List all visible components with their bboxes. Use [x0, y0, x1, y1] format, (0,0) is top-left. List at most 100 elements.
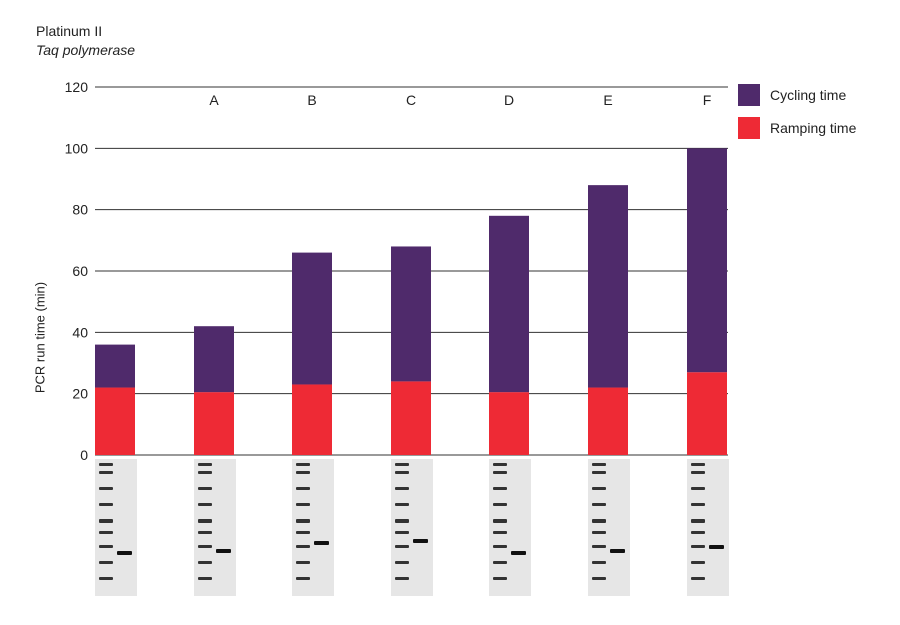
gel-ladder-band — [99, 519, 113, 523]
gel-ladder-band — [493, 471, 507, 474]
bar-cycling — [391, 246, 431, 382]
gel-ladder-band — [395, 487, 409, 490]
gel-ladder-band — [198, 503, 212, 506]
y-tick-label: 20 — [72, 386, 88, 402]
gel-ladder-band — [99, 577, 113, 580]
legend-swatch — [738, 84, 760, 106]
gel-ladder-band — [691, 577, 705, 580]
bar-ramping — [687, 372, 727, 455]
gel-ladder-band — [592, 487, 606, 490]
legend-item-cycling: Cycling time — [738, 84, 846, 106]
gel-ladder-band — [493, 503, 507, 506]
gel-ladder-band — [198, 519, 212, 523]
gel-ladder-band — [395, 519, 409, 523]
gel-ladder-band — [296, 545, 310, 548]
gel-image — [687, 459, 729, 596]
gel-ladder-band — [592, 531, 606, 534]
gel-product-band — [709, 545, 724, 549]
bar-cycling — [588, 185, 628, 388]
gel-ladder-band — [296, 463, 310, 466]
y-tick-label: 80 — [72, 202, 88, 218]
gel-ladder-band — [395, 531, 409, 534]
y-tick-label: 100 — [65, 140, 89, 156]
bar-cycling — [687, 148, 727, 373]
gel-ladder-band — [592, 577, 606, 580]
gel-ladder-band — [198, 471, 212, 474]
bar-ramping — [489, 392, 529, 455]
gel-image — [194, 459, 236, 596]
gel-image — [588, 459, 630, 596]
gel-ladder-band — [395, 545, 409, 548]
gel-ladder-band — [99, 531, 113, 534]
gel-product-band — [216, 549, 231, 553]
bar-cycling — [292, 252, 332, 385]
bar-cycling — [95, 344, 135, 388]
gel-ladder-band — [198, 531, 212, 534]
bar-ramping — [588, 387, 628, 455]
gel-image — [95, 459, 137, 596]
gel-ladder-band — [691, 487, 705, 490]
x-tick-label: E — [603, 92, 612, 108]
gel-ladder-band — [99, 471, 113, 474]
gel-ladder-band — [691, 471, 705, 474]
gel-ladder-band — [493, 561, 507, 564]
gel-ladder-band — [691, 503, 705, 506]
gel-ladder-band — [99, 561, 113, 564]
gel-ladder-band — [198, 577, 212, 580]
gel-ladder-band — [99, 545, 113, 548]
bar-ramping — [292, 384, 332, 455]
gel-ladder-band — [592, 545, 606, 548]
x-tick-label: B — [307, 92, 316, 108]
bar-ramping — [194, 392, 234, 455]
gel-ladder-band — [296, 577, 310, 580]
y-tick-label: 60 — [72, 263, 88, 279]
gel-ladder-band — [493, 545, 507, 548]
y-tick-label: 40 — [72, 324, 88, 340]
gel-ladder-band — [493, 531, 507, 534]
gel-product-band — [610, 549, 625, 553]
gel-ladder-band — [296, 531, 310, 534]
gel-ladder-band — [592, 463, 606, 466]
gel-ladder-band — [198, 487, 212, 490]
legend-item-ramping: Ramping time — [738, 117, 856, 139]
corner-label-line1: Platinum II — [36, 23, 103, 39]
gel-ladder-band — [395, 463, 409, 466]
gel-image — [391, 459, 433, 596]
y-tick-label: 0 — [80, 447, 88, 463]
gel-ladder-band — [395, 577, 409, 580]
gel-ladder-band — [198, 561, 212, 564]
bar-cycling — [489, 215, 529, 393]
x-tick-label: D — [504, 92, 514, 108]
gel-ladder-band — [493, 487, 507, 490]
gel-ladder-band — [296, 503, 310, 506]
x-tick-label: F — [703, 92, 712, 108]
gel-ladder-band — [395, 561, 409, 564]
gel-ladder-band — [691, 463, 705, 466]
gel-ladder-band — [99, 463, 113, 466]
gel-product-band — [117, 551, 132, 555]
gel-ladder-band — [691, 545, 705, 548]
gel-ladder-band — [493, 519, 507, 523]
gel-product-band — [314, 541, 329, 545]
x-tick-label: A — [209, 92, 219, 108]
gel-ladder-band — [691, 519, 705, 523]
gel-product-band — [413, 539, 428, 543]
gel-ladder-band — [592, 561, 606, 564]
gel-ladder-band — [691, 561, 705, 564]
legend-swatch — [738, 117, 760, 139]
gel-ladder-band — [493, 463, 507, 466]
gel-ladder-band — [296, 487, 310, 490]
x-tick-label: C — [406, 92, 416, 108]
gel-product-band — [511, 551, 526, 555]
gel-image — [292, 459, 334, 596]
gel-image — [489, 459, 531, 596]
gel-ladder-band — [592, 503, 606, 506]
bar-cycling — [194, 326, 234, 393]
corner-label: Platinum II Taq polymerase — [36, 22, 135, 60]
gel-ladder-band — [99, 487, 113, 490]
gel-ladder-band — [395, 503, 409, 506]
legend-label: Ramping time — [770, 120, 857, 136]
gel-ladder-band — [592, 471, 606, 474]
bar-ramping — [95, 387, 135, 455]
